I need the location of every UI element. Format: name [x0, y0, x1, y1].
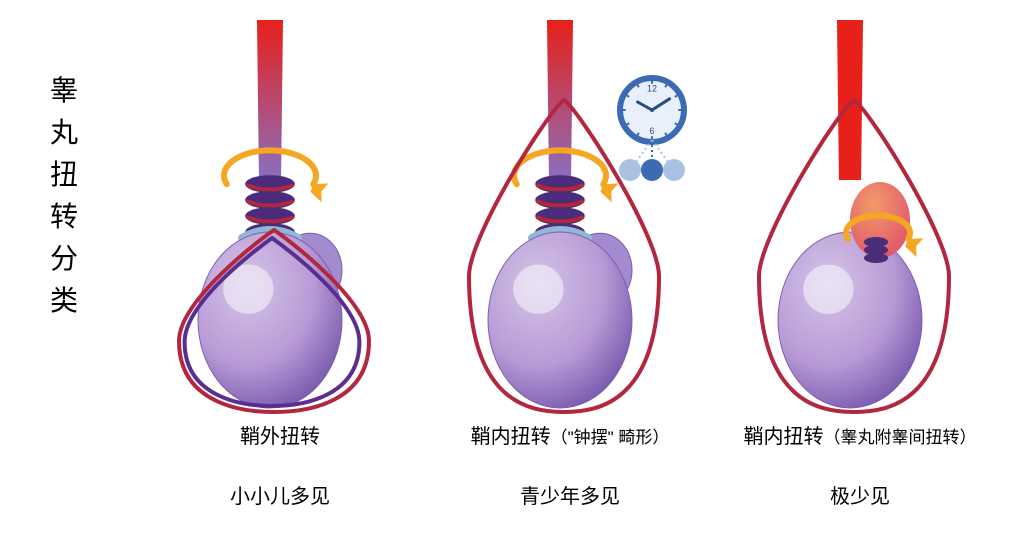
type-label-3: 鞘内扭转（睾丸附睾间扭转）: [720, 420, 1000, 449]
type-label-2: 鞘内扭转（"钟摆" 畸形）: [430, 420, 710, 449]
type-label-1: 鞘外扭转: [140, 420, 420, 449]
diagram-intravaginal-mesorchial: [720, 20, 1000, 420]
freq-label-1: 小小儿多见: [140, 480, 420, 509]
diagrams-row: 12 6: [140, 20, 1000, 420]
torsion-diagram-svg: [140, 20, 420, 420]
type-labels-row: 鞘外扭转 鞘内扭转（"钟摆" 畸形） 鞘内扭转（睾丸附睾间扭转）: [140, 420, 1000, 449]
freq-label-3: 极少见: [720, 480, 1000, 509]
torsion-diagram-svg: [720, 20, 1000, 420]
page-title: 睾丸扭转分类: [50, 70, 78, 322]
diagram-intravaginal-bellclapper: 12 6: [430, 20, 710, 420]
freq-label-2: 青少年多见: [430, 480, 710, 509]
svg-text:12: 12: [647, 83, 657, 93]
diagram-extravaginal: [140, 20, 420, 420]
freq-labels-row: 小小儿多见 青少年多见 极少见: [140, 480, 1000, 509]
svg-text:6: 6: [649, 126, 654, 136]
torsion-diagram-svg: 12 6: [430, 20, 710, 420]
